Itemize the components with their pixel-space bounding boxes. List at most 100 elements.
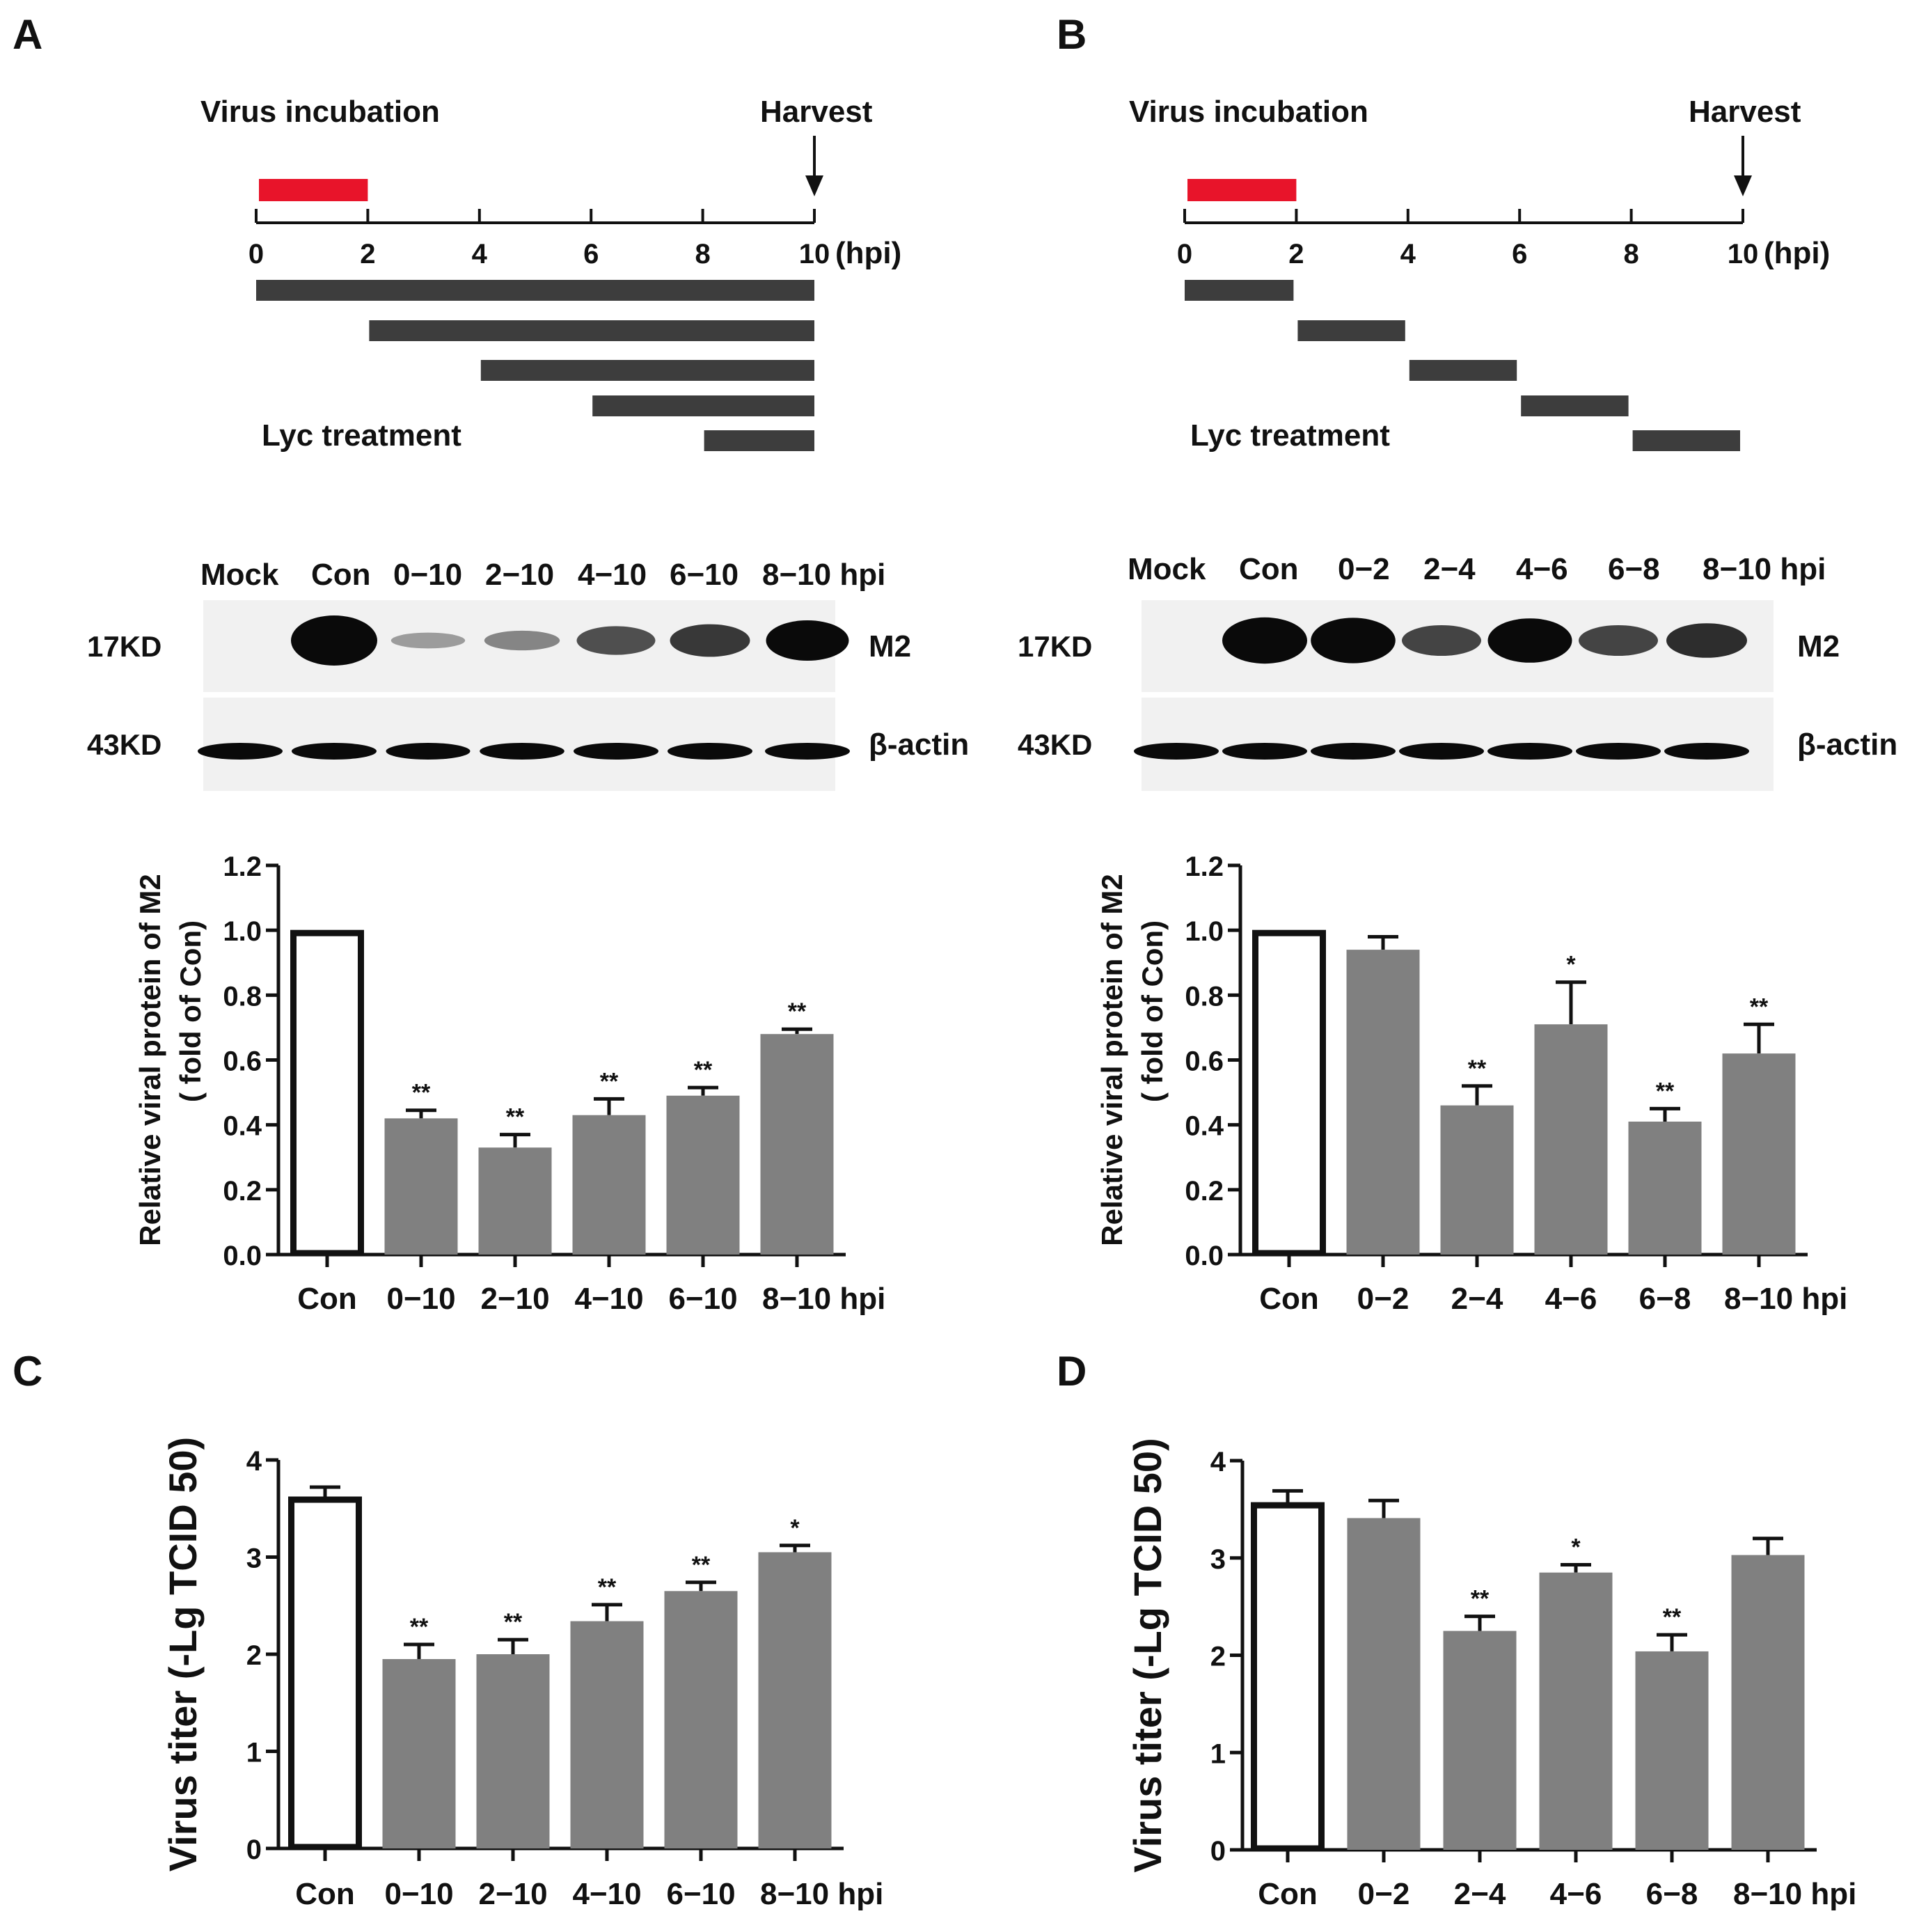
significance-marker: ** <box>1471 1586 1490 1612</box>
bar-chart-b: 0.0 0.2 0.4 0.6 0.8 1.0 1.2 Relative viral prot… <box>1096 851 1847 1316</box>
treatment-bar <box>1185 280 1294 301</box>
protein-band <box>1311 618 1396 663</box>
treatment-bar <box>1521 395 1629 416</box>
x-category-label: 6−10 <box>666 1877 735 1911</box>
y-tick-label: 1.2 <box>1185 851 1224 882</box>
x-category-label: 2−4 <box>1451 1282 1503 1316</box>
significance-marker: ** <box>788 998 807 1025</box>
x-category-label: 4−6 <box>1550 1877 1602 1911</box>
time-unit-label: (hpi) <box>835 236 901 270</box>
significance-marker: ** <box>1468 1055 1487 1082</box>
data-bar <box>1722 1053 1796 1255</box>
western-blot-a: Mock Con 0−10 2−10 4−10 6−10 8−10 hpi 17KD M2 43K… <box>87 558 969 791</box>
y-tick-label: 0.0 <box>1185 1241 1224 1271</box>
data-bar <box>664 1591 738 1848</box>
control-bar <box>290 929 364 1257</box>
x-category-label: 6−8 <box>1639 1282 1691 1316</box>
time-tick-label: 8 <box>1623 239 1638 269</box>
y-axis-title: Virus titer (-Lg TCID 50) <box>1126 1438 1169 1872</box>
protein-band <box>1664 743 1749 760</box>
data-bar <box>572 1115 646 1255</box>
incubation-bar <box>1187 179 1297 201</box>
data-bar <box>1635 1651 1709 1850</box>
lane-label: 6−10 <box>670 558 739 592</box>
y-tick-label: 0.2 <box>223 1176 262 1207</box>
x-category-label: 2−10 <box>478 1877 547 1911</box>
protein-band <box>1402 625 1481 656</box>
molecular-weight-label: 17KD <box>87 630 161 663</box>
time-tick-label: 2 <box>1288 239 1304 269</box>
x-category-label: 2−4 <box>1454 1877 1506 1911</box>
protein-band <box>484 630 560 651</box>
bar-chart-a: 0.0 0.2 0.4 0.6 0.8 1.0 1.2 Relative viral prot… <box>134 851 885 1316</box>
x-category-label: 0−10 <box>384 1877 453 1911</box>
protein-band <box>1666 623 1747 658</box>
protein-band <box>766 620 849 661</box>
treatment-bar <box>1409 360 1517 381</box>
virus-incubation-label: Virus incubation <box>200 95 440 129</box>
lane-label: Mock <box>200 558 279 592</box>
data-bar <box>760 1034 834 1255</box>
lane-label: 0−2 <box>1338 552 1390 586</box>
x-category-label: Con <box>1258 1877 1318 1911</box>
x-category-label: 4−10 <box>572 1877 641 1911</box>
significance-marker: * <box>1566 952 1576 978</box>
protein-band <box>386 743 471 760</box>
time-tick-label: 8 <box>695 239 710 269</box>
significance-marker: ** <box>1750 994 1769 1020</box>
time-tick-label: 6 <box>583 239 599 269</box>
time-tick-label: 6 <box>1512 239 1527 269</box>
harvest-label: Harvest <box>1689 95 1801 129</box>
time-tick-label: 0 <box>248 239 264 269</box>
protein-label: M2 <box>869 629 911 663</box>
x-category-label: 8−10 hpi <box>1733 1877 1856 1911</box>
protein-band <box>1222 743 1307 760</box>
bar-chart-d: 0 1 2 3 4 Virus titer (-Lg TCID 50) Con 0−2 ** 2−… <box>1126 1438 1856 1911</box>
data-bar <box>1628 1122 1702 1255</box>
western-blot-b: Mock Con 0−2 2−4 4−6 6−8 8−10 hpi 17KD M2 43KD β-a… <box>1018 552 1897 791</box>
significance-marker: * <box>1571 1534 1581 1561</box>
y-tick-label: 0.6 <box>223 1046 262 1077</box>
protein-band <box>480 743 564 760</box>
bar-chart-c: 0 1 2 3 4 Virus titer (-Lg TCID 50) Con ** 0−10 *… <box>161 1437 883 1911</box>
y-tick-label: 2 <box>1210 1642 1226 1672</box>
y-axis-title: Relative viral protein of M2 <box>134 874 166 1246</box>
protein-band <box>668 743 752 760</box>
protein-band <box>1576 743 1661 760</box>
treatment-bar <box>1297 320 1405 341</box>
treatment-bar <box>369 320 814 341</box>
data-bar <box>384 1118 458 1255</box>
x-category-label: 6−8 <box>1646 1877 1698 1911</box>
x-category-label: Con <box>297 1282 357 1316</box>
x-category-label: 0−2 <box>1357 1282 1409 1316</box>
protein-label: β-actin <box>869 728 969 762</box>
data-bar <box>1346 950 1420 1255</box>
y-tick-label: 1.0 <box>223 916 262 947</box>
y-tick-label: 0.4 <box>1185 1111 1224 1142</box>
lane-label: Mock <box>1128 552 1206 586</box>
significance-marker: ** <box>504 1609 523 1635</box>
molecular-weight-label: 43KD <box>1018 728 1092 761</box>
molecular-weight-label: 17KD <box>1018 630 1092 663</box>
y-tick-label: 3 <box>246 1544 262 1574</box>
x-category-label: 4−6 <box>1545 1282 1597 1316</box>
data-bar <box>478 1147 552 1255</box>
panel-letter-b: B <box>1057 11 1087 58</box>
protein-band <box>670 624 750 657</box>
molecular-weight-label: 43KD <box>87 728 161 761</box>
treatment-bar <box>256 280 814 301</box>
x-category-label: Con <box>295 1877 355 1911</box>
time-tick-label: 4 <box>472 239 488 269</box>
protein-band <box>291 615 377 666</box>
control-bar <box>288 1496 362 1851</box>
significance-marker: ** <box>600 1068 619 1094</box>
control-bar <box>1251 1502 1325 1852</box>
significance-marker: ** <box>410 1614 429 1640</box>
time-tick-label: 2 <box>360 239 375 269</box>
significance-marker: ** <box>692 1552 711 1578</box>
lane-label: 8−10 hpi <box>762 558 885 592</box>
y-axis-title: Relative viral protein of M2 <box>1096 874 1128 1246</box>
y-tick-label: 4 <box>1210 1447 1226 1477</box>
protein-band <box>390 632 466 649</box>
